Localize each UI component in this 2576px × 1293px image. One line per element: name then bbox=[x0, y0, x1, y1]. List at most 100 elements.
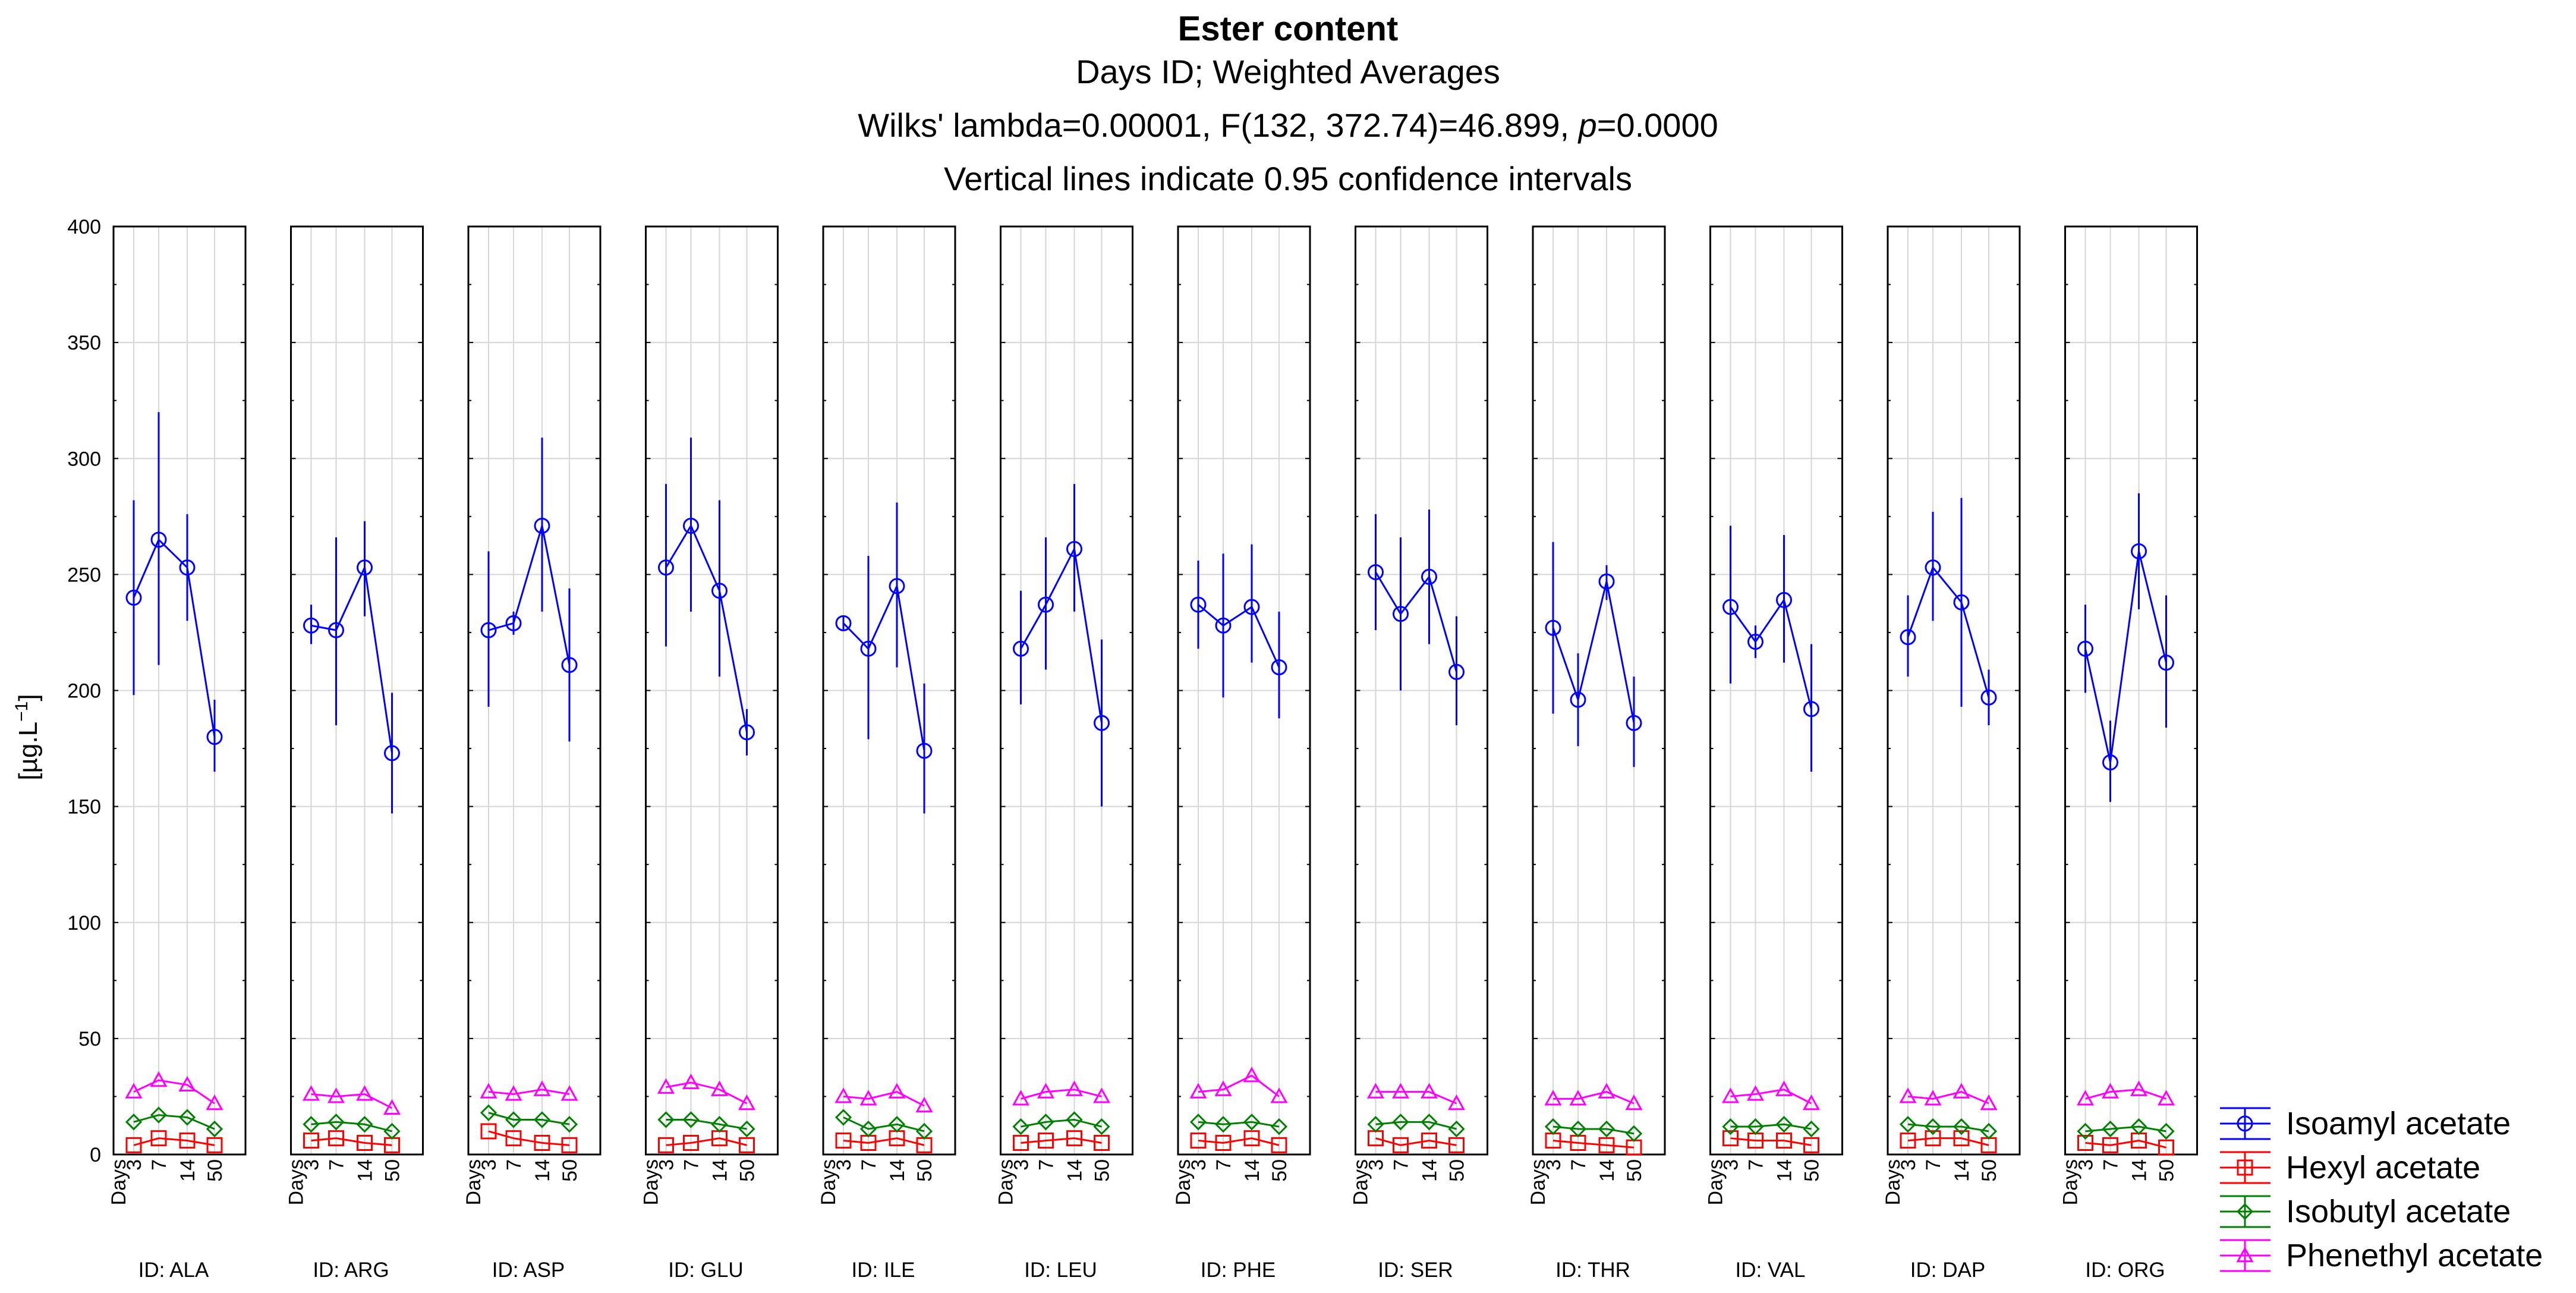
series-isoamyl bbox=[480, 438, 578, 742]
data-point-isoamyl bbox=[384, 745, 400, 762]
series-line-isoamyl bbox=[488, 526, 571, 665]
panel-id-label: ID: ARG bbox=[313, 1259, 389, 1282]
data-point-isoamyl bbox=[1980, 689, 1997, 706]
data-point-isoamyl bbox=[1190, 596, 1207, 613]
series-isobutyl bbox=[1722, 1116, 1820, 1138]
y-tick-label: 0 bbox=[90, 1144, 101, 1166]
data-point-isobutyl bbox=[1747, 1118, 1764, 1135]
series-hexyl bbox=[303, 1130, 400, 1153]
x-tick-label: 3 bbox=[1720, 1159, 1743, 1171]
x-tick-label: 7 bbox=[503, 1159, 525, 1171]
panel-frame bbox=[1887, 225, 2021, 1156]
x-tick-label: 3 bbox=[1188, 1159, 1210, 1171]
data-point-isobutyl bbox=[2130, 1118, 2147, 1135]
x-tick-label: 14 bbox=[2128, 1159, 2151, 1182]
data-point-phenethyl bbox=[1598, 1083, 1615, 1099]
y-axis-label-unit: [µg.L bbox=[14, 722, 43, 781]
x-tick-label: 3 bbox=[1010, 1159, 1033, 1171]
data-point-isobutyl bbox=[560, 1116, 578, 1133]
data-point-phenethyl bbox=[1092, 1087, 1111, 1103]
series-hexyl bbox=[1013, 1130, 1110, 1151]
data-point-hexyl bbox=[683, 1134, 699, 1151]
data-point-phenethyl bbox=[560, 1085, 578, 1101]
legend-marker-phenethyl bbox=[2236, 1246, 2254, 1263]
x-tick-label: 50 bbox=[1446, 1159, 1469, 1182]
data-point-phenethyl bbox=[738, 1094, 756, 1110]
x-tick-prefix-days: Days bbox=[995, 1159, 1018, 1205]
chart-subtitle-1: Days ID; Weighted Averages bbox=[1076, 53, 1500, 90]
x-tick-prefix-days: Days bbox=[1350, 1159, 1372, 1205]
series-line-phenethyl bbox=[666, 1081, 748, 1105]
data-point-phenethyl bbox=[1012, 1090, 1030, 1106]
data-point-hexyl bbox=[2102, 1137, 2118, 1153]
data-point-isoamyl bbox=[916, 743, 933, 759]
x-tick-prefix-days: Days bbox=[1527, 1159, 1550, 1205]
series-isobutyl bbox=[1189, 1113, 1288, 1135]
legend-marker-hexyl bbox=[2237, 1159, 2253, 1176]
x-tick-prefix-days: Days bbox=[108, 1159, 130, 1205]
data-point-isobutyl bbox=[480, 1104, 497, 1121]
x-tick-label: 3 bbox=[123, 1159, 146, 1171]
data-point-phenethyl bbox=[1189, 1083, 1207, 1099]
data-point-phenethyl bbox=[1746, 1085, 1765, 1101]
data-point-phenethyl bbox=[150, 1071, 168, 1087]
data-point-isobutyl bbox=[1722, 1118, 1739, 1135]
y-axis-label-exponent: −1 bbox=[12, 701, 32, 722]
data-point-hexyl bbox=[1900, 1132, 1916, 1149]
series-line-hexyl bbox=[1552, 1140, 1635, 1149]
data-point-phenethyl bbox=[1037, 1083, 1055, 1099]
data-point-phenethyl bbox=[1366, 1083, 1385, 1099]
data-point-phenethyl bbox=[1420, 1083, 1438, 1099]
series-line-isobutyl bbox=[488, 1112, 570, 1125]
data-point-hexyl bbox=[1393, 1137, 1409, 1153]
x-tick-prefix-days: Days bbox=[640, 1159, 663, 1205]
data-point-phenethyl bbox=[125, 1083, 143, 1099]
data-point-phenethyl bbox=[1270, 1087, 1288, 1103]
data-point-isobutyl bbox=[383, 1122, 401, 1140]
y-tick-label: 350 bbox=[67, 332, 101, 354]
data-point-isoamyl bbox=[1722, 599, 1739, 615]
series-line-isobutyl bbox=[1907, 1123, 1989, 1132]
series-isobutyl bbox=[480, 1104, 578, 1133]
data-point-hexyl bbox=[125, 1137, 142, 1153]
data-point-isoamyl bbox=[534, 517, 550, 534]
series-line-hexyl bbox=[1907, 1137, 1989, 1146]
series-line-isobutyl bbox=[1021, 1118, 1102, 1128]
data-point-isoamyl bbox=[1013, 640, 1029, 657]
series-line-hexyl bbox=[1021, 1137, 1102, 1144]
series-phenethyl bbox=[1366, 1083, 1466, 1110]
x-tick-label: 14 bbox=[1774, 1159, 1796, 1182]
data-point-isoamyl bbox=[328, 622, 344, 638]
x-tick-prefix-days: Days bbox=[1705, 1159, 1727, 1205]
data-point-hexyl bbox=[739, 1137, 755, 1153]
data-point-phenethyl bbox=[1065, 1080, 1084, 1096]
data-point-hexyl bbox=[357, 1134, 373, 1151]
chart-subtitle-3: Vertical lines indicate 0.95 confidence … bbox=[944, 160, 1632, 197]
data-point-phenethyl bbox=[302, 1085, 320, 1101]
data-point-isobutyl bbox=[1953, 1118, 1970, 1135]
data-point-hexyl bbox=[1421, 1132, 1437, 1149]
series-phenethyl bbox=[480, 1080, 578, 1101]
data-point-isoamyl bbox=[1448, 663, 1465, 680]
data-point-isoamyl bbox=[1038, 596, 1054, 613]
data-point-isoamyl bbox=[658, 559, 674, 576]
series-line-hexyl bbox=[1730, 1137, 1812, 1146]
data-point-phenethyl bbox=[888, 1083, 906, 1099]
series-isobutyl bbox=[1899, 1116, 1998, 1140]
data-point-isobutyl bbox=[1367, 1116, 1384, 1133]
series-line-isoamyl bbox=[1730, 597, 1812, 710]
stats-p-symbol: p bbox=[1577, 106, 1597, 144]
series-isoamyl bbox=[1900, 498, 1997, 726]
data-point-isobutyl bbox=[711, 1116, 728, 1133]
data-point-isoamyl bbox=[1626, 715, 1642, 731]
series-isoamyl bbox=[835, 502, 933, 814]
x-tick-label: 50 bbox=[2156, 1159, 2178, 1182]
x-tick-label: 14 bbox=[886, 1159, 909, 1182]
series-isoamyl bbox=[658, 438, 755, 756]
series-line-phenethyl bbox=[1021, 1088, 1102, 1100]
data-point-isobutyl bbox=[1392, 1113, 1409, 1131]
